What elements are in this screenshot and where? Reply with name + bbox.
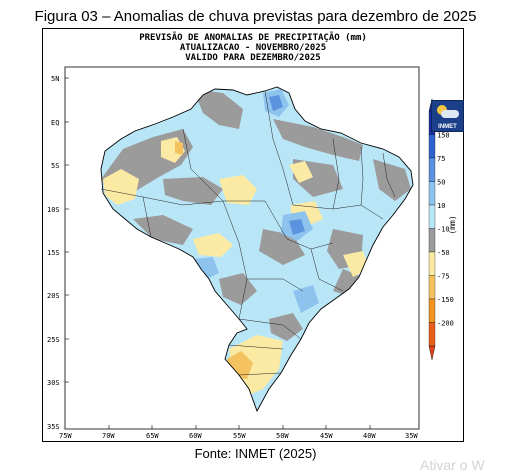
colorbar-tick-label: -200: [437, 320, 454, 328]
lat-label-30s: 30S: [47, 379, 60, 387]
map-title-line-1: PREVISÃO DE ANOMALIAS DE PRECIPITAÇÃO (m…: [139, 33, 367, 43]
lat-label-25s: 25S: [47, 336, 60, 344]
cloud-icon: [441, 110, 459, 118]
colorbar-swatch: [428, 134, 436, 159]
latitude-axis: 5N EQ 5S 10S 15S 20S 25S 30S 35S: [47, 75, 60, 431]
figure-source: Fonte: INMET (2025): [194, 446, 317, 461]
brazil-outline: [100, 86, 414, 413]
colorbar-swatch: [428, 275, 436, 300]
logo-text: INMET: [438, 124, 457, 130]
lon-label-65w: 65W: [146, 432, 159, 440]
figure-caption: Figura 03 – Anomalias de chuva previstas…: [34, 8, 477, 25]
longitude-axis: 75W 70W 65W 60W 55W 50W 45W 40W 35W: [59, 432, 418, 440]
map-panel: PREVISÃO DE ANOMALIAS DE PRECIPITAÇÃO (m…: [42, 28, 464, 442]
lon-label-45w: 45W: [320, 432, 333, 440]
colorbar-tick-label: -150: [437, 296, 454, 304]
lat-label-35s: 35S: [47, 423, 60, 431]
lat-label-20s: 20S: [47, 292, 60, 300]
lat-label-5s: 5S: [51, 162, 59, 170]
colorbar-tick-label: 10: [437, 202, 445, 210]
lat-label-5n: 5N: [51, 75, 59, 83]
lon-label-70w: 70W: [102, 432, 115, 440]
colorbar-swatch: [428, 228, 436, 253]
map-title-line-2: ATUALIZACAO - NOVEMBRO/2025: [179, 43, 327, 53]
lon-label-50w: 50W: [276, 432, 289, 440]
lon-label-60w: 60W: [189, 432, 202, 440]
inmet-logo: INMET: [431, 100, 464, 132]
activation-watermark: Ativar o W: [420, 457, 485, 473]
map-title-line-3: VALIDO PARA DEZEMBRO/2025: [185, 53, 321, 63]
colorbar-tick-label: 50: [437, 179, 445, 187]
lon-label-40w: 40W: [363, 432, 376, 440]
colorbar-swatch: [428, 157, 436, 182]
lon-label-35w: 35W: [405, 432, 418, 440]
anomaly-map: 5N EQ 5S 10S 15S 20S 25S 30S 35S 75W 70W…: [47, 66, 457, 440]
colorbar-swatch: [428, 322, 436, 347]
colorbar-tick-label: -75: [437, 273, 450, 281]
colorbar-tick-label: -10: [437, 226, 450, 234]
colorbar-swatch: [428, 181, 436, 206]
colorbar-tick-label: 75: [437, 155, 445, 163]
colorbar-unit: (mm): [448, 215, 457, 234]
state-borders: [100, 90, 396, 376]
colorbar-swatch: [428, 251, 436, 276]
colorbar-swatch: [428, 204, 436, 229]
lon-label-75w: 75W: [59, 432, 72, 440]
lat-label-15s: 15S: [47, 249, 60, 257]
colorbar-tick-label: 150: [437, 132, 450, 140]
colorbar-tick-label: -50: [437, 249, 450, 257]
lon-label-55w: 55W: [233, 432, 246, 440]
lat-label-eq: EQ: [51, 119, 59, 127]
colorbar-swatch: [428, 298, 436, 323]
lat-label-10s: 10S: [47, 206, 60, 214]
colorbar-bottom-arrow: [428, 345, 436, 361]
